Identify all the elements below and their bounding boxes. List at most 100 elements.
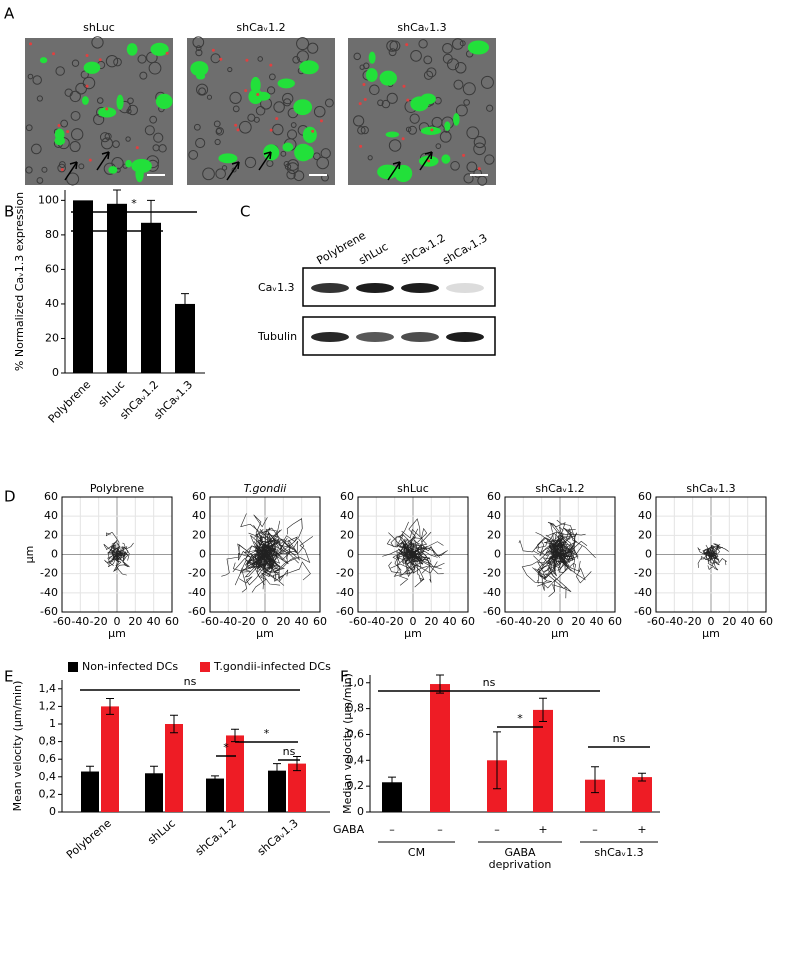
error-bar: [211, 775, 219, 782]
x-tick-label: 0: [114, 615, 121, 628]
y-tick-label: 20: [638, 528, 652, 541]
band: [311, 283, 349, 293]
x-tick-label: 60: [165, 615, 179, 628]
group-label: CM: [408, 846, 425, 859]
track: [258, 554, 311, 581]
track: [246, 554, 266, 566]
x-tick-label: 60: [461, 615, 475, 628]
track: [547, 521, 566, 555]
y-tick-label: 0,6: [39, 752, 57, 765]
track: [112, 540, 120, 562]
cell: [292, 55, 300, 64]
cell: [357, 126, 366, 135]
track: [403, 554, 424, 578]
track: [412, 554, 442, 570]
cell: [188, 149, 199, 160]
cell: [360, 126, 369, 135]
arrow: [258, 151, 272, 171]
marker: [363, 97, 367, 101]
cell: [244, 156, 257, 169]
bar: [268, 770, 286, 812]
cell: [463, 173, 474, 184]
y-tick-label: 40: [44, 509, 58, 522]
cell: [287, 159, 299, 171]
group-label: shCaᵥ1.3: [594, 846, 643, 859]
cell: [386, 92, 398, 104]
track: [534, 538, 561, 557]
infected-cell: [444, 121, 451, 131]
significance-label: ns: [184, 675, 197, 688]
track: [552, 535, 575, 555]
y-axis-label: Mean velocity (µm/min): [11, 681, 24, 812]
cell: [407, 125, 418, 135]
y-tick-label: 0: [49, 805, 56, 818]
track: [107, 547, 118, 560]
marker: [311, 129, 315, 133]
cell: [255, 106, 266, 116]
cell: [286, 162, 299, 175]
infected-cell: [277, 78, 295, 89]
infected-cell: [377, 164, 398, 180]
row-value: –: [389, 823, 395, 836]
significance-label: *: [223, 741, 229, 754]
cell: [280, 150, 287, 157]
error-bar: [150, 765, 158, 781]
panel-letter: F: [340, 668, 349, 686]
significance-label: *: [131, 197, 137, 210]
marker: [85, 54, 89, 58]
cell: [423, 55, 433, 65]
y-tick-label: 60: [340, 490, 354, 503]
legend-label: Non-infected DCs: [82, 660, 178, 673]
cell: [221, 165, 228, 171]
cell: [127, 97, 134, 105]
marker: [430, 128, 434, 132]
infected-cell: [135, 165, 144, 183]
cell: [473, 142, 486, 156]
y-tick-label: 20: [340, 528, 354, 541]
error-bar: [436, 674, 444, 694]
x-tick-label: -60: [201, 615, 219, 628]
cell: [451, 38, 464, 50]
infected-cell: [126, 43, 138, 56]
band: [446, 332, 484, 342]
significance-label: *: [264, 727, 270, 740]
y-tick-label: 60: [192, 490, 206, 503]
error-bar: [293, 756, 301, 772]
y-tick-label: 0: [51, 548, 58, 561]
x-tick-label: -60: [349, 615, 367, 628]
track: [559, 554, 576, 574]
y-tick-label: 0: [199, 548, 206, 561]
cell: [158, 144, 167, 153]
cell: [31, 143, 42, 155]
panel-letter: D: [4, 488, 16, 506]
bar: [382, 782, 402, 812]
cell: [369, 84, 380, 96]
x-tick-label: 60: [313, 615, 327, 628]
cell: [409, 113, 420, 124]
marker: [427, 159, 431, 163]
cell: [307, 42, 319, 54]
image-title: shLuc: [83, 21, 115, 34]
track: [703, 544, 712, 557]
cell: [105, 54, 119, 68]
cell: [25, 166, 33, 174]
plot-title: shCaᵥ1.2: [535, 482, 584, 495]
panel-letter: B: [4, 203, 14, 221]
y-tick-label: 20: [44, 528, 58, 541]
cell: [196, 83, 209, 96]
marker: [52, 52, 56, 56]
cell: [268, 73, 276, 81]
y-tick-label: 100: [38, 193, 59, 206]
cell: [353, 52, 361, 61]
y-tick-label: 0,2: [347, 779, 365, 792]
error-bar: [106, 697, 114, 715]
cell: [202, 167, 215, 181]
x-tick-label: -40: [71, 615, 89, 628]
row-value: +: [637, 823, 646, 836]
y-tick-label: 80: [45, 228, 59, 241]
plot-frame: [504, 496, 616, 613]
marker: [219, 57, 223, 61]
track: [264, 528, 298, 555]
track: [114, 554, 130, 571]
cell: [227, 66, 233, 73]
